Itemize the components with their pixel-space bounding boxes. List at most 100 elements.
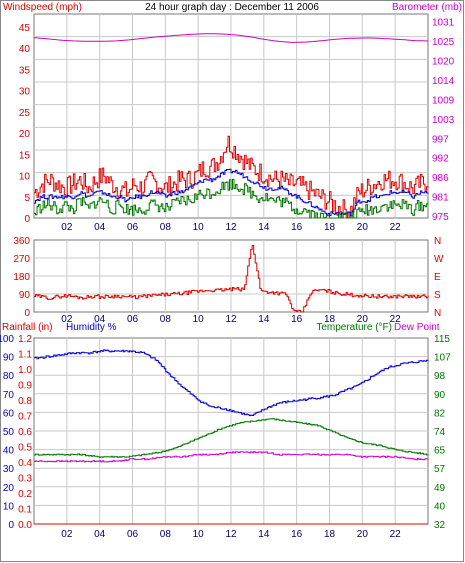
baro-y-tick-label: 981 [432, 193, 449, 204]
wind-series-gust [34, 135, 429, 219]
temp-y-tick-label: 115 [434, 334, 450, 345]
humidity-label: Humidity % [66, 322, 117, 333]
wind-x-tick-label: 18 [324, 222, 336, 233]
dir-x-tick-label: 04 [94, 314, 106, 325]
temperature-label: Temperature (°F) [316, 322, 392, 333]
th-x-tick-label: 22 [390, 529, 402, 540]
temp-humidity-panel: 0 10 20 30 40 50 60 70 80 90 100 0.0 0.1 0.2 0.3 0.4 0.5… [0, 334, 451, 540]
dir-x-tick-label: 16 [291, 314, 303, 325]
dir-y-tick-label: 0 [24, 308, 30, 319]
wind-y-tick-label: 10 [19, 172, 31, 183]
dir-x-tick-label: 20 [357, 314, 369, 325]
wind-panel: 0510152025303540459759819869929971003100… [19, 13, 455, 233]
rain-y-tick-label: 1.1 [18, 350, 32, 361]
temp-y-tick-label: 57 [434, 464, 446, 475]
wind-y-tick-label: 30 [19, 87, 31, 98]
humidity-y-tick-label: 10 [3, 501, 15, 512]
baro-y-tick-label: 1020 [432, 57, 455, 68]
dir-x-tick-label: 06 [127, 314, 139, 325]
baro-y-tick-label: 997 [432, 134, 449, 145]
temp-y-tick-label: 40 [434, 501, 446, 512]
th-series-humidity [34, 349, 429, 417]
th-series-temperature [34, 418, 429, 458]
baro-y-tick-label: 975 [432, 212, 449, 223]
baro-y-tick-label: 1009 [432, 95, 455, 106]
rain-y-tick-label: 0.1 [18, 505, 32, 516]
rainfall-label: Rainfall (in) [2, 322, 53, 333]
th-x-tick-label: 02 [61, 529, 73, 540]
wind-series-low [34, 178, 429, 219]
wind-x-tick-label: 14 [258, 222, 270, 233]
rain-y-tick-label: 0.3 [18, 474, 32, 485]
wind-x-tick-label: 04 [94, 222, 106, 233]
humidity-y-tick-label: 30 [3, 464, 15, 475]
baro-y-tick-label: 1031 [432, 18, 455, 29]
temp-y-tick-label: 107 [434, 353, 451, 364]
humidity-y-tick-label: 60 [3, 408, 15, 419]
dir-x-tick-label: 14 [258, 314, 270, 325]
th-x-tick-label: 10 [193, 529, 205, 540]
barometer-label: Barometer (mb) [392, 2, 462, 13]
th-x-tick-label: 06 [127, 529, 139, 540]
wind-x-tick-label: 08 [160, 222, 172, 233]
dir-y-tick-label: 90 [19, 290, 31, 301]
temp-y-tick-label: 74 [434, 427, 446, 438]
dir-compass-label: N [434, 236, 441, 247]
temp-y-tick-label: 65 [434, 446, 446, 457]
th-x-tick-label: 14 [258, 529, 270, 540]
wind-x-tick-label: 06 [127, 222, 139, 233]
temp-y-tick-label: 98 [434, 371, 446, 382]
humidity-y-tick-label: 20 [3, 483, 15, 494]
baro-y-tick-label: 1003 [432, 115, 455, 126]
wind-y-tick-label: 0 [24, 214, 30, 225]
humidity-y-tick-label: 90 [3, 353, 15, 364]
dir-x-tick-label: 10 [193, 314, 205, 325]
dir-series [34, 245, 429, 313]
baro-y-tick-label: 986 [432, 173, 449, 184]
dir-compass-label: E [434, 272, 441, 283]
dir-x-tick-label: 02 [61, 314, 73, 325]
rain-y-tick-label: 0.8 [18, 396, 32, 407]
rain-y-tick-label: 0.9 [18, 381, 32, 392]
th-x-tick-label: 16 [291, 529, 303, 540]
wind-y-tick-label: 40 [19, 44, 31, 55]
rain-y-tick-label: 1.0 [18, 365, 32, 376]
humidity-y-tick-label: 100 [0, 334, 14, 345]
temp-y-tick-label: 90 [434, 390, 446, 401]
th-x-tick-label: 12 [225, 529, 237, 540]
windspeed-label: Windspeed (mph) [3, 2, 82, 13]
baro-y-tick-label: 1014 [432, 76, 455, 87]
dir-compass-label: S [434, 290, 441, 301]
humidity-y-tick-label: 40 [3, 446, 15, 457]
wind-y-tick-label: 15 [19, 150, 31, 161]
wind-x-tick-label: 10 [193, 222, 205, 233]
th-x-tick-label: 20 [357, 529, 369, 540]
humidity-y-tick-label: 70 [3, 390, 15, 401]
wind-x-tick-label: 02 [61, 222, 73, 233]
baro-y-tick-label: 992 [432, 154, 449, 165]
wind-x-tick-label: 22 [390, 222, 402, 233]
dir-compass-label: N [434, 308, 441, 319]
chart-title: 24 hour graph day : December 11 2006 [145, 2, 319, 13]
wind-x-tick-label: 20 [357, 222, 369, 233]
dir-y-tick-label: 270 [13, 254, 30, 265]
humidity-y-tick-label: 0 [8, 520, 14, 531]
th-x-tick-label: 08 [160, 529, 172, 540]
dir-x-tick-label: 08 [160, 314, 172, 325]
wind-y-tick-label: 20 [19, 129, 31, 140]
rain-y-tick-label: 0.7 [18, 412, 32, 423]
baro-y-tick-label: 1025 [432, 37, 455, 48]
rain-y-tick-label: 1.2 [18, 334, 32, 345]
wind-x-tick-label: 12 [225, 222, 237, 233]
humidity-y-tick-label: 80 [3, 371, 15, 382]
wind-series-avg [34, 168, 429, 217]
wind-x-tick-label: 16 [291, 222, 303, 233]
dir-x-tick-label: 18 [324, 314, 336, 325]
th-x-tick-label: 04 [94, 529, 106, 540]
wind-y-tick-label: 5 [24, 193, 30, 204]
humidity-y-tick-label: 50 [3, 427, 15, 438]
rain-y-tick-label: 0.4 [18, 458, 32, 469]
dir-x-tick-label: 12 [225, 314, 237, 325]
